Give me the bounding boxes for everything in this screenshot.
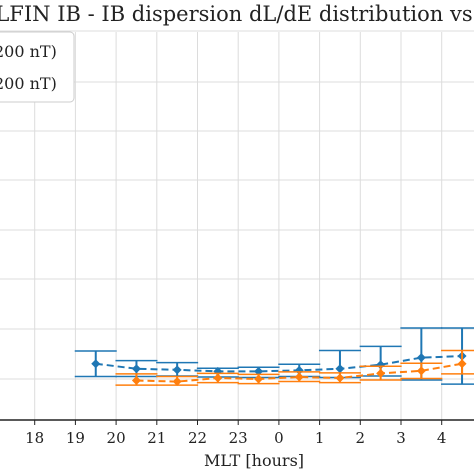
legend-box bbox=[0, 31, 75, 103]
grid bbox=[0, 30, 474, 420]
series-2 bbox=[115, 349, 474, 387]
x-tick-label: 2 bbox=[356, 429, 366, 447]
x-tick-label: 3 bbox=[396, 429, 406, 447]
legend-entry-2: 200 nT) bbox=[0, 74, 57, 93]
data-point bbox=[131, 364, 141, 374]
x-axis-label: MLT [hours] bbox=[204, 451, 304, 470]
x-tick-label: 21 bbox=[147, 429, 166, 447]
data-point bbox=[131, 376, 141, 386]
series-line bbox=[95, 355, 463, 373]
x-tick-label: 18 bbox=[25, 429, 44, 447]
data-point bbox=[335, 364, 345, 374]
series-1 bbox=[74, 327, 474, 385]
x-tick-label: 20 bbox=[107, 429, 126, 447]
data-point bbox=[213, 373, 223, 383]
data-point bbox=[457, 359, 467, 369]
data-point bbox=[91, 359, 101, 369]
data-point bbox=[416, 353, 426, 363]
x-tick-label: 23 bbox=[229, 429, 248, 447]
data-point bbox=[254, 374, 264, 384]
data-point bbox=[172, 365, 182, 375]
data-point bbox=[254, 366, 264, 376]
x-tick-label: 4 bbox=[437, 429, 447, 447]
legend-entry-1: 200 nT) bbox=[0, 42, 57, 61]
x-ticks: 718192021222301234 bbox=[25, 420, 447, 447]
x-tick-label: 19 bbox=[66, 429, 85, 447]
x-tick-label: 0 bbox=[274, 429, 284, 447]
data-point bbox=[335, 373, 345, 383]
data-point bbox=[416, 366, 426, 376]
chart-title: LFIN IB - IB dispersion dL/dE distributi… bbox=[0, 2, 473, 26]
data-point bbox=[172, 377, 182, 387]
data-point bbox=[376, 368, 386, 378]
legend: 200 nT) 200 nT) bbox=[0, 31, 75, 103]
x-tick-label: 22 bbox=[188, 429, 207, 447]
data-point bbox=[294, 372, 304, 382]
x-tick-label: 1 bbox=[315, 429, 325, 447]
series-layer bbox=[74, 327, 474, 387]
